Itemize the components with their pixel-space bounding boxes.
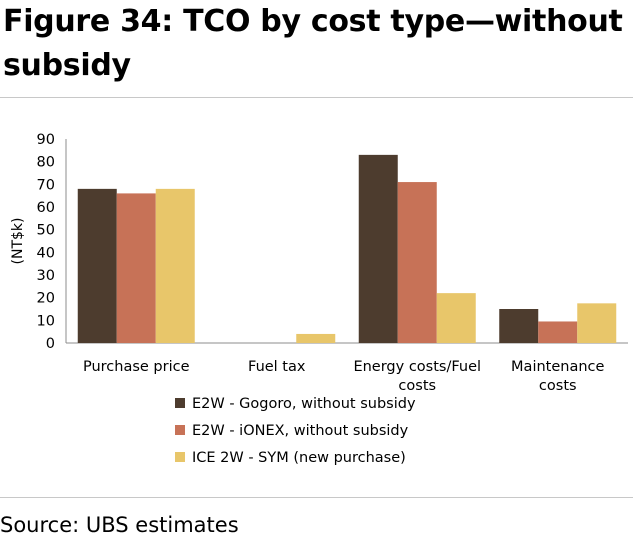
- x-category-label: costs: [398, 378, 436, 394]
- legend-label: E2W - iONEX, without subsidy: [192, 423, 409, 439]
- bar-3-1: [155, 188, 195, 343]
- bar-3-4: [577, 303, 617, 343]
- y-tick-label: 90: [37, 132, 55, 148]
- legend-swatch: [175, 425, 185, 435]
- bar-1-4: [499, 309, 539, 343]
- x-category-label: Maintenance: [511, 359, 604, 375]
- legend-swatch: [175, 398, 185, 408]
- y-tick-label: 30: [37, 268, 55, 284]
- x-category-label: Fuel tax: [248, 359, 306, 375]
- bar-2-1: [116, 193, 156, 343]
- y-tick-label: 10: [37, 313, 55, 329]
- figure-title-text: Figure 34: TCO by cost type—without subs…: [3, 4, 623, 83]
- bar-1-1: [77, 188, 117, 343]
- bar-1-3: [358, 154, 398, 343]
- top-divider: [0, 97, 633, 98]
- y-tick-label: 60: [37, 200, 55, 216]
- x-category-label: Purchase price: [83, 359, 190, 375]
- legend-swatch: [175, 452, 185, 462]
- legend-label: E2W - Gogoro, without subsidy: [192, 396, 416, 412]
- bar-2-4: [538, 321, 578, 343]
- y-tick-label: 0: [46, 336, 55, 352]
- y-tick-label: 80: [37, 155, 55, 171]
- x-category-label: costs: [539, 378, 577, 394]
- y-tick-label: 20: [37, 291, 55, 307]
- y-tick-label: 50: [37, 223, 55, 239]
- bar-chart: (NT$k) 0 10 20 30 40 50 60 70 80 90 Purchase price F…: [10, 132, 628, 466]
- x-category-label: Energy costs/Fuel: [353, 359, 481, 375]
- y-axis-label: (NT$k): [10, 218, 26, 265]
- bottom-divider: [0, 497, 633, 498]
- bar-2-3: [397, 182, 437, 343]
- source-note: Source: UBS estimates: [0, 513, 239, 537]
- y-tick-label: 40: [37, 245, 55, 261]
- legend-label: ICE 2W - SYM (new purchase): [192, 450, 406, 466]
- bar-3-2: [296, 333, 336, 343]
- figure-title: Figure 34: TCO by cost type—without subs…: [3, 0, 643, 88]
- bar-3-3: [436, 293, 476, 343]
- y-tick-label: 70: [37, 177, 55, 193]
